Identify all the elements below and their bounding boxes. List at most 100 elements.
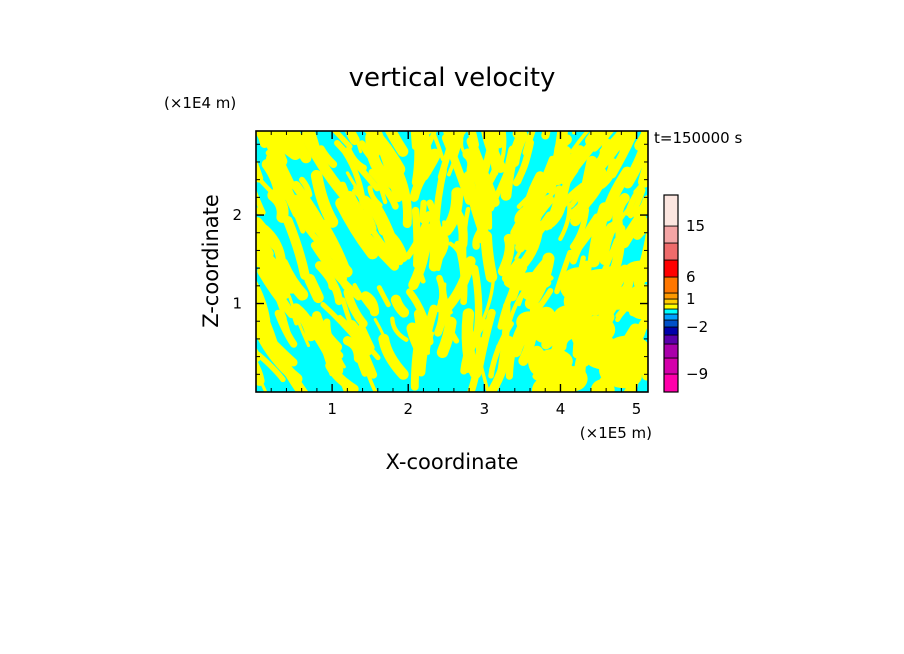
- colorbar-level: [663, 292, 679, 300]
- field-streak: [601, 166, 633, 222]
- field-patch: [514, 272, 554, 284]
- field-streak: [480, 230, 498, 283]
- field-streak: [423, 131, 434, 162]
- field-streak: [591, 131, 615, 152]
- field-streak: [304, 273, 324, 304]
- x-tick-label: 5: [632, 400, 642, 418]
- field-streak: [541, 131, 551, 140]
- field-streak: [353, 185, 376, 227]
- field-streak: [219, 262, 250, 322]
- field-streak: [290, 131, 301, 136]
- field-streak: [497, 131, 507, 169]
- field-patch: [617, 341, 648, 376]
- velocity-field: [205, 78, 668, 392]
- field-streak: [466, 136, 500, 207]
- field-patch: [515, 326, 544, 341]
- time-label: t=150000 s: [654, 129, 742, 147]
- field-streak: [271, 166, 293, 196]
- field-streak: [497, 264, 528, 330]
- field-streak: [315, 261, 338, 291]
- field-streak: [481, 131, 507, 173]
- field-streak: [339, 181, 359, 226]
- field-streak: [591, 220, 621, 261]
- colorbar-level: [663, 334, 679, 345]
- colorbar-label: 15: [686, 217, 705, 235]
- colorbar-level: [663, 313, 679, 321]
- field-streak: [344, 131, 360, 145]
- field-streak: [383, 230, 408, 263]
- field-streak: [219, 347, 237, 370]
- field-streak: [224, 243, 245, 277]
- field-streak: [291, 180, 330, 237]
- field-streak: [337, 314, 381, 361]
- field-streak: [653, 341, 664, 381]
- colorbar-frame: [663, 194, 679, 393]
- field-streak: [205, 342, 245, 384]
- field-streak: [607, 131, 638, 179]
- field-streak: [299, 176, 313, 198]
- field-streak: [417, 148, 441, 181]
- field-patch: [536, 306, 556, 329]
- field-streak: [646, 301, 648, 324]
- field-streak: [256, 188, 266, 216]
- plot-frame: [255, 130, 649, 393]
- field-streak: [394, 169, 412, 229]
- field-streak: [256, 369, 267, 392]
- colorbar-level: [663, 259, 679, 278]
- field-streak: [404, 211, 432, 260]
- field-streak: [471, 264, 483, 341]
- colorbar-level: [663, 194, 679, 227]
- field-streak: [413, 309, 427, 349]
- field-patch: [623, 260, 648, 283]
- field-streak: [570, 167, 607, 227]
- field-patch: [571, 318, 603, 352]
- x-axis-label: X-coordinate: [386, 450, 519, 474]
- field-streak: [290, 194, 320, 233]
- field-streak: [256, 254, 263, 268]
- field-streak: [497, 233, 515, 277]
- field-streak: [290, 303, 317, 342]
- field-positive-streaks: [205, 78, 668, 392]
- field-streak: [448, 241, 465, 273]
- field-patch: [590, 379, 615, 392]
- field-streak: [381, 228, 398, 266]
- field-streak: [378, 333, 409, 380]
- field-streak: [572, 131, 576, 135]
- field-streak: [221, 235, 247, 297]
- field-streak: [334, 346, 346, 369]
- field-streak: [618, 211, 647, 249]
- field-streak: [310, 241, 363, 301]
- field-streak: [567, 78, 606, 124]
- colorbar-level: [663, 225, 679, 244]
- field-streak: [448, 131, 467, 148]
- field-streak: [256, 206, 264, 216]
- field-streak: [508, 131, 528, 168]
- field-streak: [406, 288, 434, 346]
- field-streak: [658, 92, 668, 122]
- field-streak: [463, 181, 476, 210]
- field-streak: [232, 122, 242, 139]
- field-streak: [376, 285, 391, 308]
- field-streak: [554, 249, 573, 295]
- colorbar: 15 6 1 −2 −9: [663, 194, 708, 393]
- chart-title: vertical velocity: [349, 63, 556, 93]
- field-streak: [653, 369, 663, 381]
- colorbar-level: [663, 343, 679, 359]
- field-streak: [558, 202, 572, 241]
- field-streak: [512, 136, 533, 187]
- x-tick-label: 4: [556, 400, 566, 418]
- field-streak: [225, 147, 244, 171]
- field-streak: [426, 199, 444, 253]
- field-streak: [569, 213, 601, 265]
- field-streak: [430, 131, 445, 162]
- field-streak: [435, 274, 446, 313]
- colorbar-label: 1: [686, 290, 696, 308]
- field-streak: [410, 131, 419, 151]
- colorbar-level: [663, 308, 679, 315]
- field-patch: [531, 376, 565, 392]
- colorbar-level: [663, 276, 679, 294]
- colorbar-label: −9: [686, 365, 708, 383]
- field-streak: [220, 233, 245, 293]
- field-streak: [594, 131, 631, 172]
